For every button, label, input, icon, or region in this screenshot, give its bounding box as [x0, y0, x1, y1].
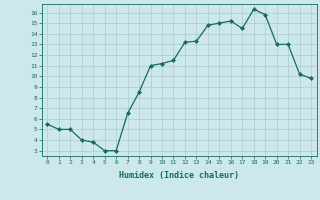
- X-axis label: Humidex (Indice chaleur): Humidex (Indice chaleur): [119, 171, 239, 180]
